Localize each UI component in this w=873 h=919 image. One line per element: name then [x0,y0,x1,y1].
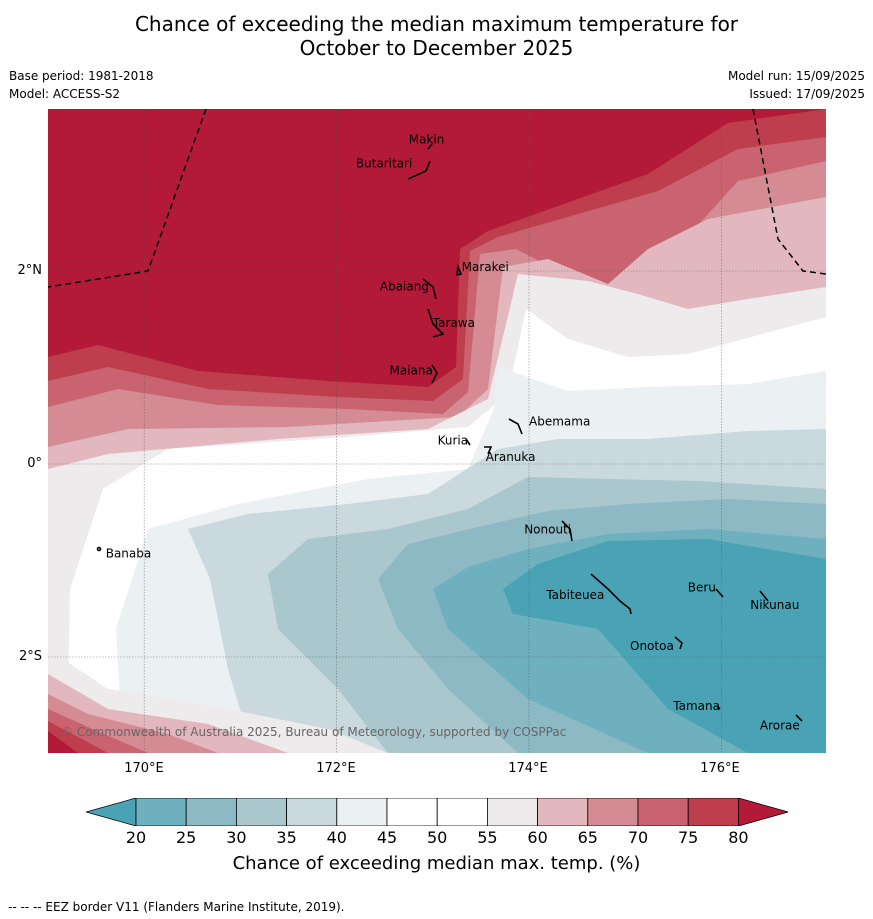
island-makin-outline [427,143,433,150]
lon-label-174e: 174°E [508,761,548,776]
issued-date: Issued: 17/09/2025 [749,87,865,101]
colorbar-tick-label: 20 [125,828,147,847]
eez-border-east [752,109,826,275]
colorbar-segment [336,798,388,826]
place-label-makin: Makin [409,133,445,147]
place-label-maiana: Maiana [390,363,433,377]
band-sw-above-80 [48,731,78,753]
copyright-notice: © Commonwealth of Australia 2025, Bureau… [61,725,566,739]
colorbar-segment [235,798,287,826]
base-period: Base period: 1981-2018 [9,69,154,83]
colorbar-segment [486,798,538,826]
place-label-tarawa: Tarawa [432,316,475,330]
place-labels: Makin Butaritari Marakei Abaiang Tarawa Maian… [106,133,800,733]
colorbar-tick-label: 60 [527,828,548,847]
colorbar-tick-label: 50 [427,828,448,847]
colorbar-tick-label: 30 [226,828,247,847]
colorbar-tick-label: 25 [176,828,197,847]
model-name: Model: ACCESS-S2 [9,87,121,101]
colorbar-segment [587,798,639,826]
lat-label-2n: 2°N [17,263,43,278]
title-line-2: October to December 2025 [299,36,574,60]
island-aranuka-outline [484,446,493,455]
colorbar-segment [436,798,488,826]
island-abemama-outline [508,418,523,435]
place-label-beru: Beru [688,580,716,594]
colorbar-extend-high [738,798,788,826]
island-kuria-outline [465,438,471,446]
lon-label-176e: 176°E [700,761,740,776]
title-line-1: Chance of exceeding the median maximum t… [134,12,739,36]
island-onotoa-outline [674,636,683,650]
colorbar-tick-label: 35 [276,828,297,847]
island-abaiang-outline [422,278,437,300]
colorbar-segment [386,798,438,826]
colorbar-tick-label: 70 [627,828,649,847]
island-tarawa-outline [427,308,445,338]
place-label-kuria: Kuria [438,434,469,448]
islands [96,143,803,722]
place-label-nonouti: Nonouti [524,522,571,536]
colorbar-tick-label: 65 [577,828,598,847]
island-banaba-outline [96,546,102,552]
colorbar-label: Chance of exceeding median max. temp. (%… [232,853,641,874]
colorbar-segment [687,798,739,826]
colorbar-segment [537,798,589,826]
lat-label-2s: 2°S [18,649,42,664]
island-nonouti-outline [561,520,573,542]
place-label-abaiang: Abaiang [380,279,429,293]
colorbar-tick-label: 75 [678,828,699,847]
place-label-aranuka: Aranuka [486,450,536,464]
graticule [48,109,826,753]
colorbar-segment [135,798,187,826]
colorbar-tick-label: 80 [728,828,749,847]
colorbar-tick-label: 55 [477,828,498,847]
place-label-banaba: Banaba [106,547,152,561]
place-label-butaritari: Butaritari [356,157,413,171]
place-label-abemama: Abemama [529,414,590,428]
colorbar-tick-label: 40 [326,828,347,847]
lat-label-0: 0° [27,456,42,471]
lon-label-170e: 170°E [124,761,164,776]
place-label-marakei: Marakei [462,260,509,274]
place-label-tabiteuea: Tabiteuea [545,588,604,602]
place-label-nikunau: Nikunau [750,598,799,612]
band-below-20 [503,539,826,753]
island-tamana-outline [716,705,721,710]
island-arorae-outline [795,714,803,722]
forecast-map[interactable]: Makin Butaritari Marakei Abaiang Tarawa Maian… [48,109,826,753]
colorbar-segment [185,798,237,826]
eez-border-west [48,109,207,288]
eez-footnote: -- -- -- EEZ border V11 (Flanders Marine… [8,900,345,914]
place-label-tamana: Tamana [672,699,720,713]
island-nikunau-outline [759,590,769,602]
island-maiana-outline [431,364,438,384]
island-butaritari-outline [407,160,431,180]
colorbar [86,798,788,826]
colorbar-extend-low [86,798,137,826]
island-tabiteuea-outline [590,573,632,615]
colorbar-segment [286,798,338,826]
place-label-arorae: Arorae [760,718,800,732]
model-run: Model run: 15/09/2025 [727,69,865,83]
lon-label-172e: 172°E [316,761,356,776]
place-label-onotoa: Onotoa [630,639,674,653]
colorbar-segment [637,798,689,826]
colorbar-tick-label: 45 [376,828,398,847]
island-beru-outline [715,588,724,598]
island-marakei-outline [456,263,463,277]
